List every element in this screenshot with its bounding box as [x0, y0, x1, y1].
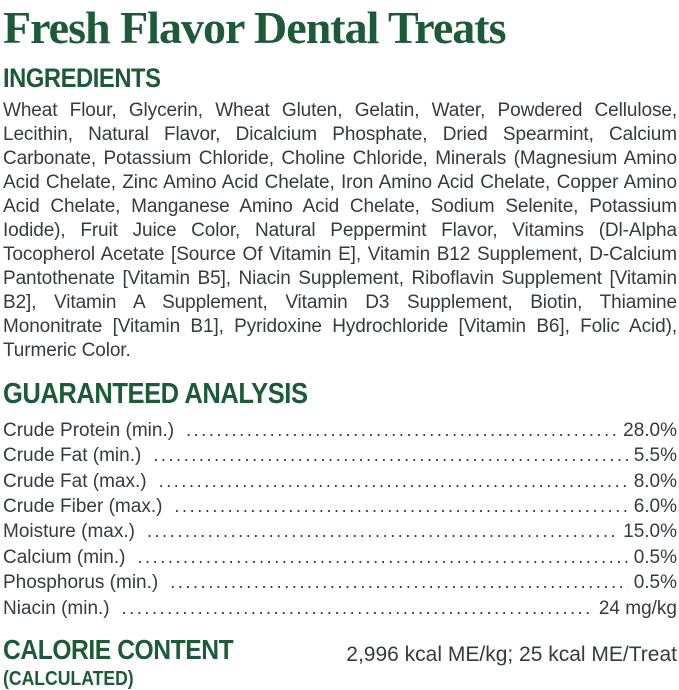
- analysis-label: Crude Fat (max.): [3, 470, 147, 492]
- table-row: Phosphorus (min.) 0.5%: [3, 570, 677, 595]
- analysis-value: 15.0%: [623, 521, 677, 543]
- analysis-value: 0.5%: [633, 546, 677, 568]
- analysis-label: Moisture (max.): [3, 521, 135, 543]
- guaranteed-analysis-table: Crude Protein (min.) 28.0% Crude Fat (mi…: [3, 418, 677, 621]
- leader-dots: [170, 570, 627, 594]
- leader-dots: [147, 519, 617, 543]
- guaranteed-analysis-heading: GUARANTEED ANALYSIS: [3, 378, 308, 411]
- analysis-value: 0.5%: [633, 572, 677, 594]
- analysis-label: Niacin (min.): [3, 597, 110, 619]
- analysis-label: Phosphorus (min.): [3, 572, 159, 594]
- table-row: Crude Fiber (max.) 6.0%: [3, 494, 677, 519]
- leader-dots: [122, 596, 593, 620]
- analysis-label: Crude Fat (min.): [3, 445, 142, 467]
- analysis-label: Calcium (min.): [3, 546, 126, 568]
- calorie-content-section: CALORIE CONTENT (CALCULATED) 2,996 kcal …: [3, 635, 677, 690]
- leader-dots: [174, 494, 627, 518]
- ingredients-text: Wheat Flour, Glycerin, Wheat Gluten, Gel…: [3, 100, 677, 362]
- leader-dots: [137, 545, 627, 569]
- table-row: Calcium (min.) 0.5%: [3, 545, 677, 570]
- ingredients-heading: INGREDIENTS: [3, 63, 161, 93]
- table-row: Crude Fat (min.) 5.5%: [3, 443, 677, 468]
- analysis-label: Crude Protein (min.): [3, 419, 175, 441]
- analysis-value: 24 mg/kg: [598, 597, 677, 619]
- leader-dots: [186, 418, 617, 442]
- analysis-value: 8.0%: [633, 470, 677, 492]
- table-row: Crude Fat (max.) 8.0%: [3, 469, 677, 494]
- calorie-content-headings: CALORIE CONTENT (CALCULATED): [3, 635, 265, 690]
- calorie-calculated-subheading: (CALCULATED): [3, 668, 134, 690]
- leader-dots: [159, 469, 628, 493]
- page-title: Fresh Flavor Dental Treats: [3, 2, 507, 53]
- analysis-label: Crude Fiber (max.): [3, 496, 163, 517]
- table-row: Crude Protein (min.) 28.0%: [3, 418, 677, 443]
- table-row: Moisture (max.) 15.0%: [3, 519, 677, 544]
- calorie-content-value: 2,996 kcal ME/kg; 25 kcal ME/Treat: [346, 643, 677, 667]
- table-row: Niacin (min.) 24 mg/kg: [3, 596, 677, 621]
- analysis-value: 5.5%: [633, 445, 677, 467]
- calorie-content-heading: CALORIE CONTENT: [3, 634, 234, 666]
- leader-dots: [153, 443, 627, 467]
- analysis-value: 6.0%: [633, 496, 677, 517]
- analysis-value: 28.0%: [623, 419, 677, 441]
